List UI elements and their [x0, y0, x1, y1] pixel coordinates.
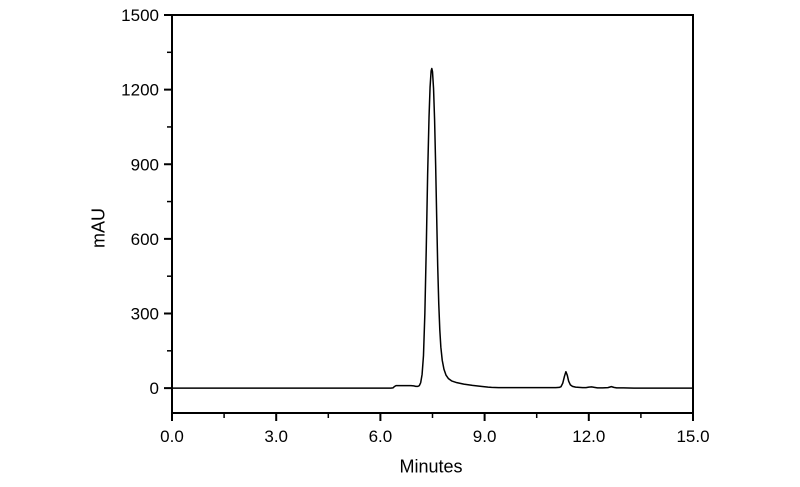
x-tick-label: 0.0: [160, 427, 184, 446]
y-tick-label: 1200: [121, 81, 159, 100]
x-tick-label: 3.0: [264, 427, 288, 446]
y-tick-label: 900: [131, 155, 159, 174]
x-tick-label: 15.0: [676, 427, 709, 446]
y-tick-label: 0: [150, 379, 159, 398]
x-tick-label: 12.0: [572, 427, 605, 446]
x-axis-title: Minutes: [399, 456, 463, 477]
y-tick-label: 300: [131, 305, 159, 324]
x-tick-label: 6.0: [369, 427, 393, 446]
y-tick-label: 1500: [121, 6, 159, 25]
chromatogram-trace: [171, 67, 694, 389]
plot-frame: [171, 14, 694, 414]
x-tick-label: 9.0: [473, 427, 497, 446]
y-axis-title: mAU: [88, 208, 109, 248]
y-tick-label: 600: [131, 230, 159, 249]
